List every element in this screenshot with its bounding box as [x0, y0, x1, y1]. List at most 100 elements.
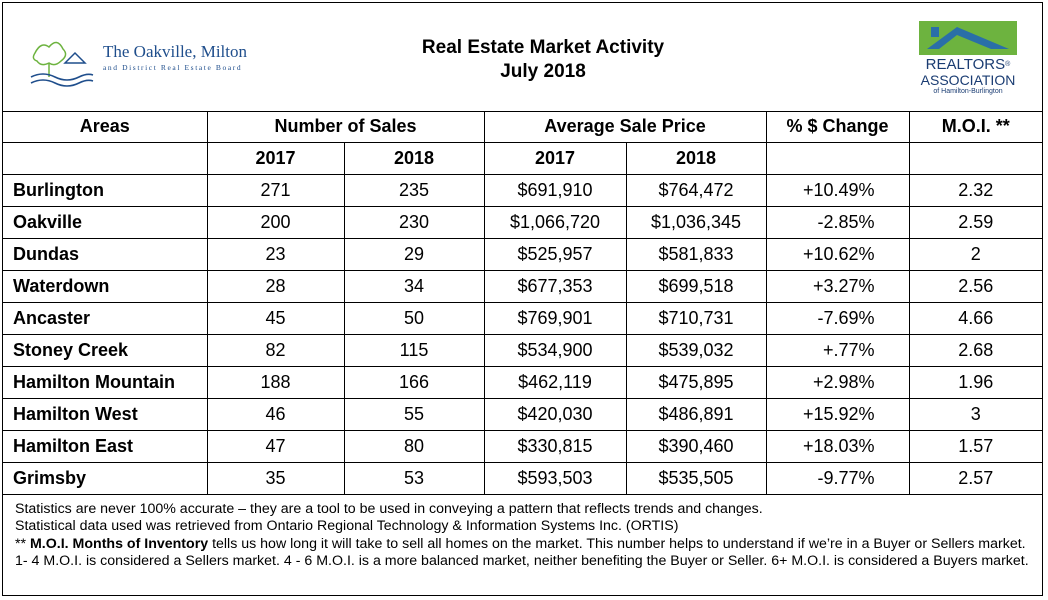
cell-sales-2018: 55: [343, 398, 485, 431]
cell-price-2018: $699,518: [625, 270, 767, 303]
cell-sales-2017: 200: [206, 206, 345, 239]
table-row: Dundas 23 29 $525,957 $581,833 +10.62% 2: [3, 238, 1043, 271]
note-moi: ** M.O.I. Months of Inventory tells us h…: [15, 535, 1029, 570]
cell-price-2018: $1,036,345: [625, 206, 767, 239]
cell-sales-2018: 230: [343, 206, 485, 239]
table-row: Hamilton Mountain 188 166 $462,119 $475,895 +…: [3, 366, 1043, 399]
cell-sales-2017: 47: [206, 430, 345, 463]
table-row: Hamilton East 47 80 $330,815 $390,460 +18.03%…: [3, 430, 1043, 463]
table-row: Burlington 271 235 $691,910 $764,472 +10.49% 2…: [3, 174, 1043, 207]
tree-house-logo-icon: [30, 41, 94, 87]
cell-price-2017: $330,815: [483, 430, 627, 463]
cell-sales-2017: 188: [206, 366, 345, 399]
cell-area: Waterdown: [3, 270, 208, 303]
note-accuracy: Statistics are never 100% accurate – the…: [15, 501, 763, 517]
cell-area: Hamilton Mountain: [3, 366, 208, 399]
note-source: Statistical data used was retrieved from…: [15, 518, 679, 535]
header-average-sale-price: Average Sale Price: [483, 111, 767, 143]
title-line-2: July 2018: [500, 61, 586, 82]
subheader-sales-2017: 2017: [206, 142, 345, 175]
market-activity-table: Areas Number of Sales Average Sale Price…: [3, 111, 1043, 495]
cell-moi: 2.68: [908, 334, 1043, 367]
cell-price-2017: $691,910: [483, 174, 627, 207]
footnotes: Statistics are never 100% accurate – the…: [3, 498, 1042, 571]
header-areas: Areas: [3, 111, 208, 143]
cell-price-2018: $764,472: [625, 174, 767, 207]
cell-price-2017: $534,900: [483, 334, 627, 367]
table-row: Oakville 200 230 $1,066,720 $1,036,345 -2.85%…: [3, 206, 1043, 239]
header-moi: M.O.I. **: [908, 111, 1043, 143]
cell-percent-change: +3.27%: [765, 270, 910, 303]
report-header: The Oakville, Milton and District Real E…: [3, 3, 1042, 112]
header-number-of-sales: Number of Sales: [206, 111, 485, 143]
cell-percent-change: +10.49%: [765, 174, 910, 207]
cell-moi: 2.32: [908, 174, 1043, 207]
cell-sales-2018: 235: [343, 174, 485, 207]
header-percent-change: % $ Change: [765, 111, 910, 143]
cell-sales-2018: 80: [343, 430, 485, 463]
table-subheader-row: 2017 2018 2017 2018: [3, 142, 1043, 175]
cell-sales-2017: 46: [206, 398, 345, 431]
cell-percent-change: -2.85%: [765, 206, 910, 239]
cell-price-2018: $581,833: [625, 238, 767, 271]
cell-price-2017: $462,119: [483, 366, 627, 399]
cell-sales-2017: 28: [206, 270, 345, 303]
table-row: Stoney Creek 82 115 $534,900 $539,032 +.77% 2.…: [3, 334, 1043, 367]
cell-price-2018: $710,731: [625, 302, 767, 335]
right-logo-association: ASSOCIATION: [920, 72, 1016, 88]
cell-area: Hamilton West: [3, 398, 208, 431]
cell-percent-change: +15.92%: [765, 398, 910, 431]
cell-area: Ancaster: [3, 302, 208, 335]
cell-area: Grimsby: [3, 462, 208, 495]
cell-sales-2018: 50: [343, 302, 485, 335]
cell-sales-2018: 29: [343, 238, 485, 271]
cell-area: Hamilton East: [3, 430, 208, 463]
realtors-association-logo: REALTORS® ASSOCIATION of Hamilton-Burlin…: [915, 21, 1023, 105]
subheader-blank: [908, 142, 1043, 175]
cell-percent-change: -7.69%: [765, 302, 910, 335]
table-row: Grimsby 35 53 $593,503 $535,505 -9.77% 2.57: [3, 462, 1043, 495]
right-logo-region: of Hamilton-Burlington: [933, 88, 1003, 95]
left-logo-subtitle: and District Real Estate Board: [103, 63, 243, 72]
cell-percent-change: -9.77%: [765, 462, 910, 495]
cell-sales-2018: 115: [343, 334, 485, 367]
cell-moi: 2: [908, 238, 1043, 271]
cell-percent-change: +.77%: [765, 334, 910, 367]
cell-sales-2017: 82: [206, 334, 345, 367]
realtors-house-mark-icon: [919, 21, 1017, 55]
cell-moi: 2.59: [908, 206, 1043, 239]
cell-price-2017: $593,503: [483, 462, 627, 495]
note-moi-term: M.O.I. Months of Inventory: [29, 535, 209, 552]
cell-price-2017: $1,066,720: [483, 206, 627, 239]
cell-price-2018: $539,032: [625, 334, 767, 367]
cell-sales-2018: 34: [343, 270, 485, 303]
cell-price-2017: $420,030: [483, 398, 627, 431]
cell-area: Oakville: [3, 206, 208, 239]
subheader-sales-2018: 2018: [343, 142, 485, 175]
cell-sales-2017: 271: [206, 174, 345, 207]
cell-price-2018: $390,460: [625, 430, 767, 463]
cell-price-2017: $677,353: [483, 270, 627, 303]
subheader-price-2018: 2018: [625, 142, 767, 175]
cell-percent-change: +18.03%: [765, 430, 910, 463]
cell-sales-2018: 166: [343, 366, 485, 399]
cell-moi: 1.57: [908, 430, 1043, 463]
cell-percent-change: +2.98%: [765, 366, 910, 399]
cell-sales-2017: 35: [206, 462, 345, 495]
left-logo-name: The Oakville, Milton: [103, 42, 248, 61]
right-logo-realtors: REALTORS®: [925, 56, 1011, 73]
cell-area: Dundas: [3, 238, 208, 271]
cell-price-2017: $769,901: [483, 302, 627, 335]
cell-moi: 2.56: [908, 270, 1043, 303]
cell-moi: 1.96: [908, 366, 1043, 399]
cell-price-2017: $525,957: [483, 238, 627, 271]
cell-sales-2017: 45: [206, 302, 345, 335]
oakville-milton-board-logo: The Oakville, Milton and District Real E…: [27, 33, 307, 88]
cell-moi: 4.66: [908, 302, 1043, 335]
cell-area: Burlington: [3, 174, 208, 207]
cell-moi: 3: [908, 398, 1043, 431]
cell-percent-change: +10.62%: [765, 238, 910, 271]
cell-area: Stoney Creek: [3, 334, 208, 367]
title-line-1: Real Estate Market Activity: [421, 37, 665, 58]
